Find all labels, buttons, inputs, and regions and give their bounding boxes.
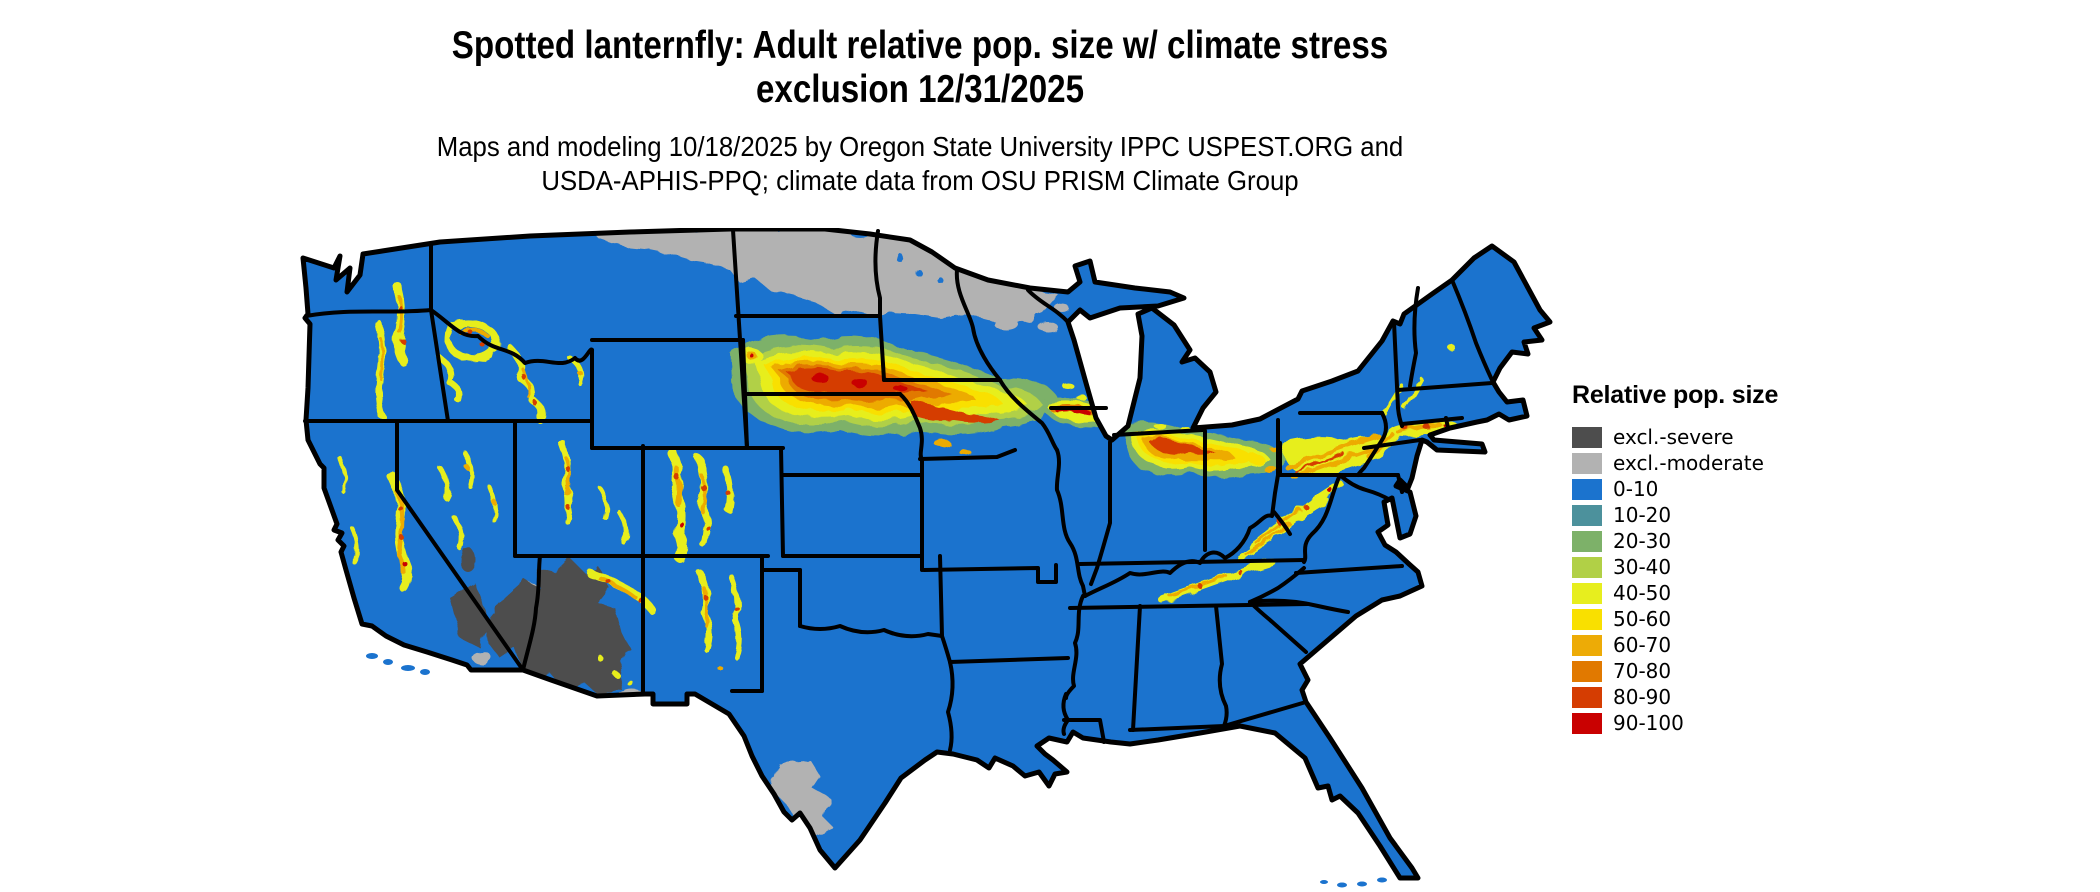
legend-label: excl.-moderate (1613, 451, 1764, 475)
map-subtitle: Maps and modeling 10/18/2025 by Oregon S… (304, 130, 1537, 198)
legend-label: 40-50 (1613, 581, 1672, 605)
legend-row: excl.-moderate (1572, 450, 1872, 476)
legend-label: excl.-severe (1613, 425, 1734, 449)
offshore-islands (366, 653, 1387, 888)
title-line-1: Spotted lanternfly: Adult relative pop. … (451, 24, 1389, 67)
legend-row: 10-20 (1572, 502, 1872, 528)
population-heat-west (338, 281, 742, 686)
legend-row: 60-70 (1572, 632, 1872, 658)
subtitle-line-1: Maps and modeling 10/18/2025 by Oregon S… (436, 131, 1404, 162)
legend-label: 80-90 (1613, 685, 1672, 709)
title-block: Spotted lanternfly: Adult relative pop. … (250, 24, 1590, 198)
legend-label: 70-80 (1613, 659, 1672, 683)
subtitle-line-2: USDA-APHIS-PPQ; climate data from OSU PR… (541, 165, 1299, 196)
legend-label: 0-10 (1613, 477, 1659, 501)
exclusion-severe-layer (450, 548, 630, 696)
legend-swatch-30-40 (1572, 556, 1602, 578)
legend-row: 50-60 (1572, 606, 1872, 632)
raster-layers (338, 230, 1458, 836)
legend-swatch-80-90 (1572, 686, 1602, 708)
legend-row: 20-30 (1572, 528, 1872, 554)
legend-swatch-70-80 (1572, 660, 1602, 682)
legend-label: 30-40 (1613, 555, 1672, 579)
legend-row: 40-50 (1572, 580, 1872, 606)
us-map (300, 228, 1560, 892)
legend-row: excl.-severe (1572, 424, 1872, 450)
legend-swatch-20-30 (1572, 530, 1602, 552)
legend-swatch-50-60 (1572, 608, 1602, 630)
legend-swatch-excl-severe (1572, 426, 1602, 448)
legend-label: 10-20 (1613, 503, 1672, 527)
legend-swatch-excl-moderate (1572, 452, 1602, 474)
map-legend: Relative pop. size excl.-severe excl.-mo… (1572, 381, 1872, 736)
legend-swatch-60-70 (1572, 634, 1602, 656)
legend-row: 80-90 (1572, 684, 1872, 710)
legend-swatch-0-10 (1572, 478, 1602, 500)
map-title: Spotted lanternfly: Adult relative pop. … (351, 24, 1490, 112)
legend-title: Relative pop. size (1572, 381, 1779, 409)
us-map-svg (300, 228, 1560, 888)
state-borders (303, 228, 1494, 752)
title-line-2: exclusion 12/31/2025 (755, 68, 1085, 111)
legend-label: 20-30 (1613, 529, 1672, 553)
legend-row: 0-10 (1572, 476, 1872, 502)
legend-label: 50-60 (1613, 607, 1672, 631)
legend-row: 30-40 (1572, 554, 1872, 580)
legend-label: 60-70 (1613, 633, 1672, 657)
legend-swatch-90-100 (1572, 712, 1602, 734)
legend-row: 70-80 (1572, 658, 1872, 684)
legend-swatch-40-50 (1572, 582, 1602, 604)
legend-label: 90-100 (1613, 711, 1684, 735)
legend-swatch-10-20 (1572, 504, 1602, 526)
population-heat-plains (730, 335, 1058, 456)
legend-row: 90-100 (1572, 710, 1872, 736)
